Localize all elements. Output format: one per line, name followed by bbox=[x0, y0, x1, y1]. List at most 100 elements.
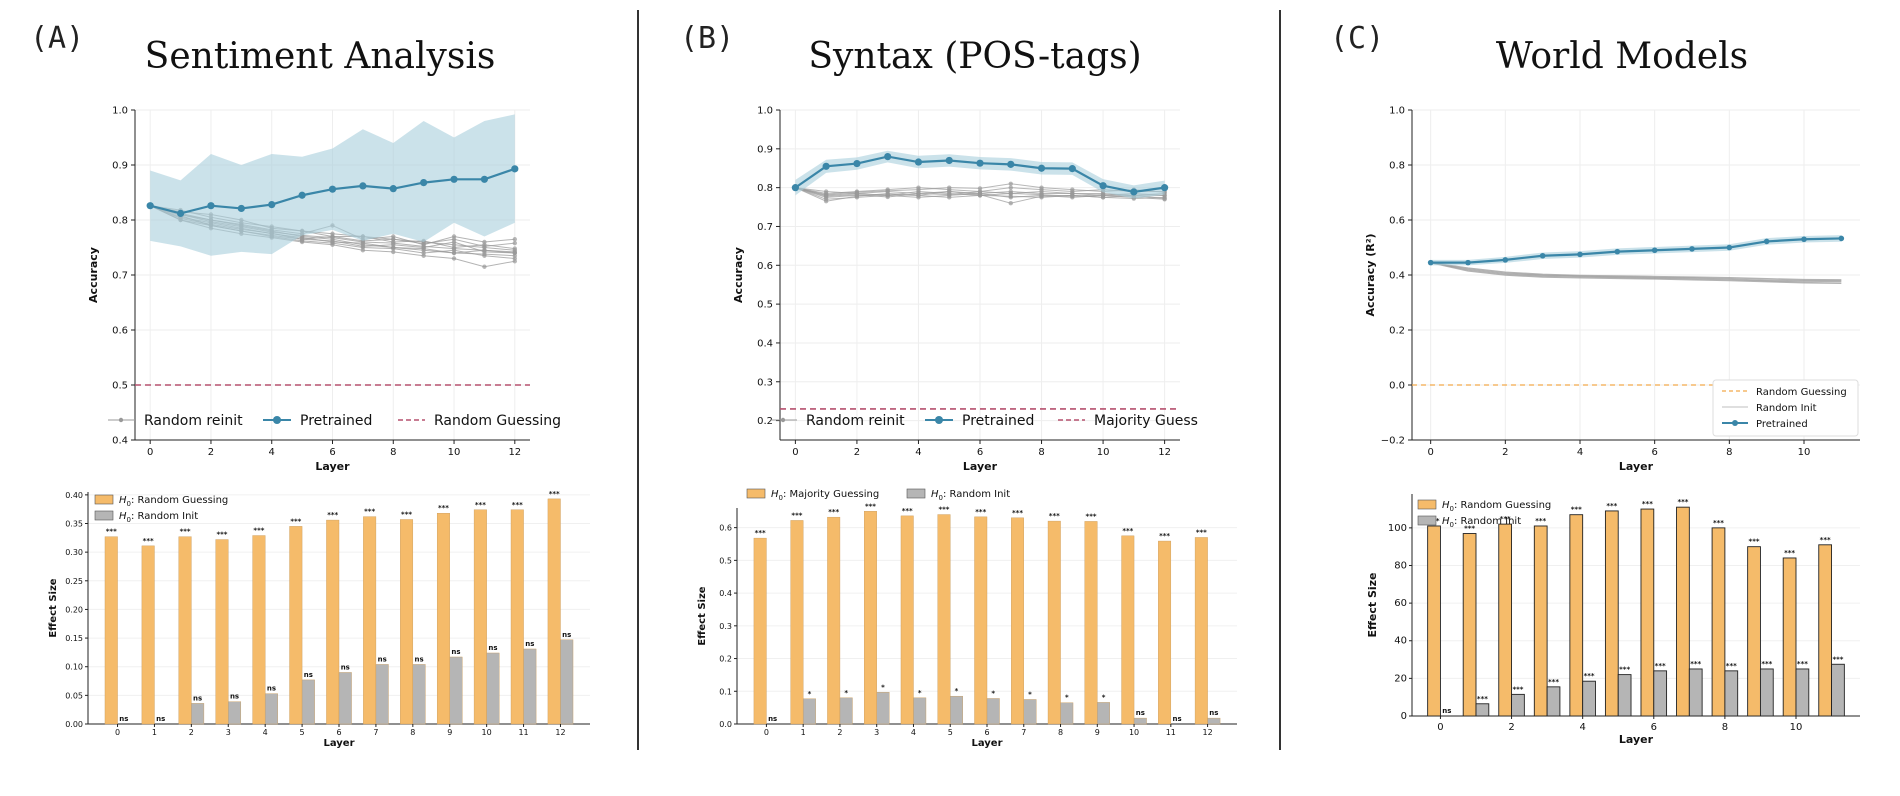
B_line-random-point-7-4 bbox=[916, 191, 921, 196]
A_bar-sig-s0-12: *** bbox=[549, 490, 560, 498]
B_bar-sig-s0-9: *** bbox=[1086, 512, 1097, 520]
A_line-xtick-label-4: 8 bbox=[390, 447, 396, 458]
A_bar-ytick-label-3: 0.15 bbox=[65, 634, 83, 643]
C_bar-bar-s1-7 bbox=[1688, 668, 1703, 717]
A_bar-bar-s0-7 bbox=[363, 516, 377, 725]
A_line-random-point-7-6 bbox=[330, 238, 335, 244]
B_bar-xtick-label-8: 8 bbox=[1058, 728, 1063, 737]
C_line-ylabel: Accuracy (R²) bbox=[1364, 233, 1377, 316]
C_bar-sig-s1-5: *** bbox=[1619, 666, 1630, 674]
B_bar-bar-s1-7 bbox=[1023, 699, 1037, 725]
A_bar-legend-swatch-1 bbox=[94, 510, 114, 521]
C_bar-bar-s1-11 bbox=[1831, 663, 1845, 717]
A_line-pretrained-point-0 bbox=[146, 202, 154, 210]
B_line-ytick-label-8: 1.0 bbox=[757, 106, 773, 117]
B_bar-sig-s1-8: * bbox=[1065, 694, 1069, 702]
C_line-xlabel: Layer bbox=[1619, 460, 1654, 473]
B_bar-sig-s1-2: * bbox=[844, 689, 848, 697]
B_bar-ytick-label-3: 0.3 bbox=[719, 622, 732, 631]
C_bar-legend-label-0-sub: 0 bbox=[1450, 505, 1454, 513]
A_line-random-point-6-12 bbox=[512, 246, 518, 251]
C_bar-sig-s1-2: *** bbox=[1512, 685, 1523, 693]
A_bar-sig-s1-11: ns bbox=[525, 640, 534, 648]
B_bar-sig-s1-9: * bbox=[1102, 693, 1106, 701]
C_line-random-run-2 bbox=[1430, 261, 1842, 281]
C_bar-bar-s1-9 bbox=[1759, 668, 1774, 717]
B_bar-sig-s1-1: * bbox=[808, 690, 812, 698]
A_bar-sig-s1-6: ns bbox=[341, 663, 350, 671]
B_bar-bar-s0-3 bbox=[864, 511, 877, 725]
A_bar-xtick-label-5: 5 bbox=[300, 728, 305, 737]
C_bar-bar-s0-7 bbox=[1676, 506, 1690, 717]
A_bar-bar-s1-2 bbox=[191, 703, 205, 725]
B_line-group: 0 2 4 6 8 10 12 0.2 0.3 0.4 0.5 0.6 0.7 0.8 0.9 1.0 Laye… bbox=[732, 106, 1180, 473]
C_line-xtick-label-4: 8 bbox=[1726, 447, 1732, 458]
C_line-pretrained-point-8 bbox=[1726, 244, 1733, 251]
A_line-pretrained-point-9 bbox=[420, 179, 428, 187]
A_bar-bar-s1-3 bbox=[228, 701, 242, 725]
A_bar-ytick-label-4: 0.20 bbox=[65, 605, 83, 614]
C_bar-sig-s0-9: *** bbox=[1749, 538, 1760, 546]
A_line-ytick-label-5: 0.9 bbox=[112, 161, 128, 172]
B_line-pretrained-point-8 bbox=[1037, 164, 1046, 172]
C_bar-sig-s1-4: *** bbox=[1584, 672, 1595, 680]
A_bar-xtick-label-3: 3 bbox=[226, 728, 231, 737]
C_bar-ylabel: Effect Size bbox=[1366, 572, 1379, 637]
A_bar-bar-s0-8 bbox=[400, 519, 414, 725]
A_line-pretrained-point-6 bbox=[328, 185, 337, 193]
A_line-random-point-5-10 bbox=[451, 256, 457, 261]
B_bar-xtick-label-1: 1 bbox=[801, 728, 806, 737]
B_line-xlabel: Layer bbox=[963, 460, 998, 473]
B_bar-ytick-label-2: 0.2 bbox=[719, 655, 732, 664]
B-legend-pretrained-label: Pretrained bbox=[962, 413, 1034, 429]
A_bar-bar-s0-9 bbox=[436, 512, 450, 725]
A_bar-ytick-label-6: 0.30 bbox=[65, 548, 83, 557]
A_bar-sig-s1-5: ns bbox=[304, 671, 313, 679]
B_line-random-point-7-9 bbox=[1070, 193, 1075, 199]
C_bar-xtick-label-0: 0 bbox=[1437, 722, 1443, 733]
A_bar-xtick-label-8: 8 bbox=[410, 728, 415, 737]
B_bar-sig-s0-0: *** bbox=[755, 529, 766, 537]
B_bar-ytick-label-4: 0.4 bbox=[719, 589, 732, 598]
B_line-xtick-label-0: 0 bbox=[792, 447, 798, 458]
A-legend-pretrained-dot bbox=[273, 416, 281, 424]
C_bar-sig-s0-11: *** bbox=[1820, 536, 1831, 544]
B_bar-bar-s1-2 bbox=[839, 697, 853, 725]
B_bar-xtick-label-2: 2 bbox=[837, 728, 842, 737]
A_bar-bar-s0-11 bbox=[510, 509, 524, 725]
C_bar-bar-s0-8 bbox=[1711, 527, 1726, 717]
A_bar-xtick-label-1: 1 bbox=[152, 728, 157, 737]
C_bar-legend-label-1-sub: 0 bbox=[1450, 521, 1454, 529]
B_line-random-point-6-7 bbox=[1008, 181, 1013, 186]
C_bar-sig-s0-10: *** bbox=[1784, 549, 1795, 557]
C_line-random-run-1 bbox=[1430, 261, 1842, 285]
C_bar-bar-s0-10 bbox=[1782, 557, 1797, 717]
A_line-ytick-label-3: 0.7 bbox=[112, 271, 128, 282]
A_line-pretrained-point-7 bbox=[359, 182, 367, 190]
A_bar-legend-label-0-rest: : Random Guessing bbox=[131, 495, 228, 506]
A_line-ytick-label-1: 0.5 bbox=[112, 381, 128, 392]
C_bar-sig-s1-11: *** bbox=[1832, 655, 1843, 663]
C-legend-pretrained-dot bbox=[1732, 420, 1738, 426]
A_bar-legend-swatch-0 bbox=[94, 494, 114, 505]
A_line-xtick-label-0: 0 bbox=[147, 447, 153, 458]
A_line-xlabel: Layer bbox=[315, 460, 350, 473]
C_bar-bar-s0-4 bbox=[1569, 514, 1584, 717]
A-legend-guess-label: Random Guessing bbox=[434, 413, 561, 429]
A-legend-pretrained-label: Pretrained bbox=[300, 413, 372, 429]
B_line-xtick-label-1: 2 bbox=[854, 447, 860, 458]
B_bar-legend-swatch-0 bbox=[746, 488, 766, 499]
A_line-random-point-8-10 bbox=[451, 246, 457, 251]
A_line-random-point-5-8 bbox=[391, 249, 396, 255]
B_bar-xtick-label-11: 11 bbox=[1166, 728, 1176, 737]
A_bar-ytick-label-7: 0.35 bbox=[65, 520, 83, 529]
B_line-xtick-label-3: 6 bbox=[977, 447, 983, 458]
C_line-random-run-0 bbox=[1430, 261, 1842, 283]
A_line-xtick-label-5: 10 bbox=[448, 447, 461, 458]
A_bar-bar-s1-5 bbox=[301, 679, 315, 725]
B_bar-legend-label-1: H0: Random Init bbox=[931, 489, 1010, 502]
A_line-pretrained-point-1 bbox=[176, 209, 185, 217]
C_bar-legend-label-1-h: H bbox=[1442, 516, 1450, 527]
A_bar-legend-label-1-sub: 0 bbox=[127, 516, 131, 524]
